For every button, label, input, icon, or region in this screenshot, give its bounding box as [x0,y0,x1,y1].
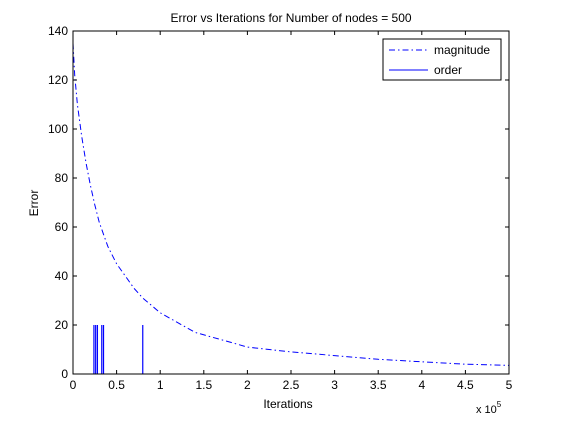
x-tick-label: 2 [244,378,251,392]
tick-layer: 0 0.5 1 1.5 2 2.5 3 3.5 4 4.5 5 0 20 40 60 80 100 120 140 [48,24,513,392]
x-exponent-base: x 10 [476,404,497,416]
y-tick-label: 120 [48,73,68,87]
x-tick-label: 3 [331,378,338,392]
x-tick-label: 5 [506,378,513,392]
y-axis-label: Error [27,190,41,217]
legend-box [382,38,502,81]
legend: magnitude order [382,38,502,81]
x-tick-label: 4 [418,378,425,392]
y-tick-label: 140 [48,24,68,38]
series-layer [72,43,510,374]
legend-label-magnitude: magnitude [434,43,490,57]
series-line-magnitude [72,43,510,366]
y-tick-label: 80 [55,171,69,185]
x-tick-label: 0.5 [108,378,125,392]
y-tick-label: 60 [55,220,69,234]
x-tick-label: 3.5 [370,378,387,392]
x-tick-label: 1.5 [195,378,212,392]
plot-area [73,31,509,374]
y-tick-label: 20 [55,318,69,332]
y-tick-label: 0 [61,367,68,381]
y-tick-label: 40 [55,269,69,283]
x-tick-label: 4.5 [457,378,474,392]
x-tick-label: 1 [157,378,164,392]
y-tick-label: 100 [48,122,68,136]
x-tick-label: 2.5 [283,378,300,392]
x-exponent-label: x 105 [476,400,502,416]
x-tick-label: 0 [70,378,77,392]
chart-title: Error vs Iterations for Number of nodes … [170,11,411,25]
legend-label-order: order [434,63,462,77]
x-exponent-power: 5 [497,400,502,409]
x-axis-label: Iterations [263,397,312,411]
